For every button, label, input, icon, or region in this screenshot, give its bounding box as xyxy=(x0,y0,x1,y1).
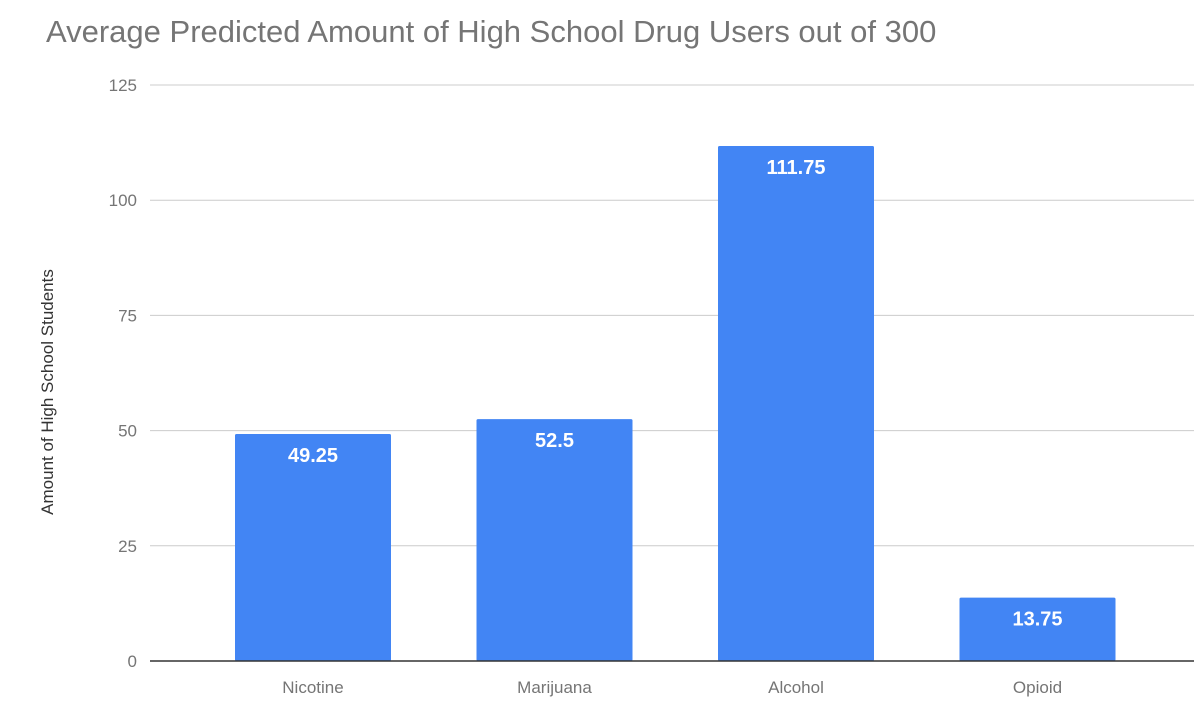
x-tick-label: Opioid xyxy=(1013,678,1062,697)
x-tick-label: Nicotine xyxy=(282,678,343,697)
chart-title: Average Predicted Amount of High School … xyxy=(46,14,936,49)
data-label: 111.75 xyxy=(767,157,826,179)
data-label: 49.25 xyxy=(288,445,338,467)
bar-marijuana xyxy=(476,419,633,661)
x-tick-label: Alcohol xyxy=(768,678,824,697)
y-tick-label: 0 xyxy=(128,652,137,671)
y-tick-label: 100 xyxy=(109,191,137,210)
x-axis-ticks: Nicotine Marijuana Alcohol Opioid xyxy=(282,678,1062,697)
y-tick-label: 25 xyxy=(118,537,137,556)
gridlines xyxy=(150,84,1194,547)
bars: 49.25 52.5 111.75 13.75 xyxy=(235,146,1116,661)
x-tick-label: Marijuana xyxy=(517,678,592,697)
data-label: 13.75 xyxy=(1012,609,1062,631)
y-tick-label: 125 xyxy=(109,76,137,95)
y-tick-label: 50 xyxy=(118,422,137,441)
data-label: 52.5 xyxy=(535,430,574,452)
y-tick-label: 75 xyxy=(118,306,137,325)
y-axis-title: Amount of High School Students xyxy=(38,269,57,515)
bar-nicotine xyxy=(235,434,391,661)
y-axis-ticks: 0 25 50 75 100 125 xyxy=(109,76,137,671)
bar-alcohol xyxy=(718,146,874,661)
bar-opioid xyxy=(959,597,1116,661)
